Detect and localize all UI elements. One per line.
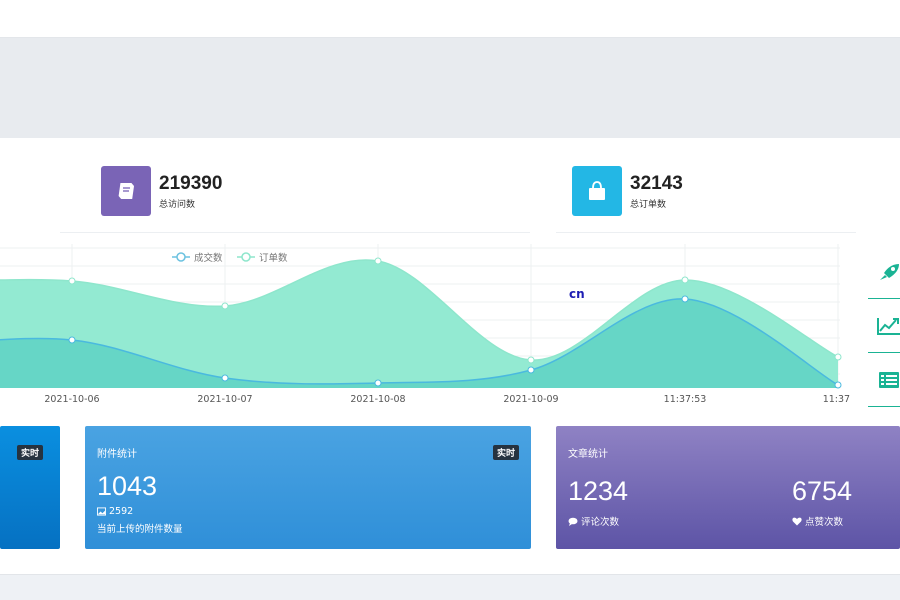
like-count: 6754	[792, 476, 853, 506]
data-point	[68, 277, 76, 285]
top-navbar	[0, 0, 900, 38]
stat-value: 32143	[630, 172, 683, 194]
stat-value: 219390	[159, 172, 223, 194]
data-point	[681, 276, 689, 284]
chart-marker: cn	[569, 287, 585, 301]
rocket-icon[interactable]	[868, 245, 900, 299]
realtime-badge: 实时	[492, 445, 519, 460]
x-tick-label: 2021-10-06	[44, 394, 99, 405]
book-icon	[101, 166, 151, 216]
chart-legend: 成交数 订单数	[172, 252, 288, 264]
chart-points	[68, 257, 842, 389]
stat-total-orders: 32143 总订单数	[572, 166, 683, 216]
list-icon[interactable]	[868, 353, 900, 407]
comment-label: 评论次数	[581, 517, 620, 528]
data-point	[681, 295, 689, 303]
image-count: 2592	[109, 506, 134, 517]
footer-strip	[0, 574, 900, 600]
attachment-stats-card: 附件统计 实时 1043 2592 当前上传的附件数量	[85, 426, 531, 549]
like-row: 点赞次数	[792, 514, 843, 528]
data-point	[374, 379, 382, 387]
data-point	[834, 353, 842, 361]
attachment-count: 1043	[97, 471, 158, 501]
comment-icon	[568, 517, 578, 526]
image-count-row: 2592	[97, 506, 133, 517]
card-caption: 当前上传的附件数量	[97, 521, 183, 535]
image-icon	[97, 507, 106, 516]
data-point	[527, 366, 535, 374]
x-axis-labels: 2021-10-06 2021-10-07 2021-10-08 2021-10-09…	[44, 394, 850, 405]
stat-label: 总订单数	[630, 199, 667, 210]
comment-row: 评论次数	[568, 514, 619, 528]
header-band	[0, 38, 900, 138]
like-label: 点赞次数	[805, 517, 844, 528]
legend-label: 订单数	[259, 252, 288, 264]
series-area-deals	[0, 298, 838, 388]
data-point	[834, 381, 842, 389]
x-tick-label: 11:37:53	[664, 394, 707, 405]
article-stats-card: 文章统计 1234 评论次数 6754 点赞次数	[556, 426, 900, 549]
divider	[60, 232, 530, 233]
card-title: 附件统计	[97, 449, 137, 460]
data-point	[68, 336, 76, 344]
data-point	[221, 374, 229, 382]
line-chart-icon[interactable]	[868, 299, 900, 353]
chart-areas	[0, 259, 839, 388]
x-tick-label: 2021-10-08	[350, 394, 405, 405]
comment-count: 1234	[568, 476, 629, 506]
legend-label: 成交数	[194, 252, 223, 264]
x-tick-label: 11:37:	[823, 394, 850, 405]
legend-marker	[176, 252, 186, 262]
heart-icon	[792, 517, 802, 525]
data-point	[374, 257, 382, 265]
divider	[556, 232, 856, 233]
data-point	[221, 302, 229, 310]
caption-text: 当前上传的附件数量	[97, 524, 183, 535]
data-point	[527, 356, 535, 364]
card-title: 文章统计	[568, 449, 608, 460]
right-icon-column	[868, 245, 900, 407]
legend-marker	[241, 252, 251, 262]
realtime-card: 实时	[0, 426, 60, 549]
x-tick-label: 2021-10-07	[197, 394, 252, 405]
stat-label: 总访问数	[159, 199, 196, 210]
shopping-bag-icon	[572, 166, 622, 216]
x-tick-label: 2021-10-09	[503, 394, 558, 405]
area-chart: 2021-10-06 2021-10-07 2021-10-08 2021-10-09…	[0, 244, 850, 405]
realtime-badge: 实时	[17, 445, 44, 460]
stat-total-visits: 219390 总访问数	[101, 166, 222, 216]
